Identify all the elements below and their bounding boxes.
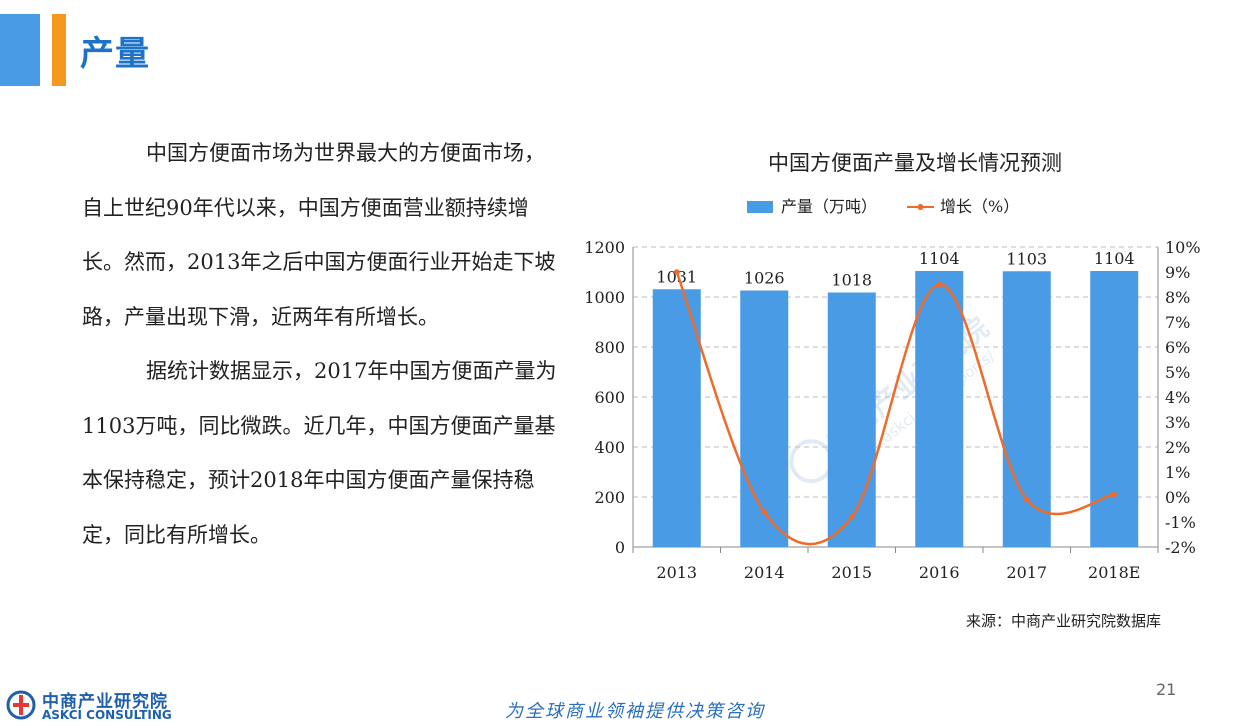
x-axis-tick-label: 2018E: [1088, 563, 1140, 582]
right-axis-tick-label: 10%: [1165, 238, 1201, 257]
right-axis-tick-label: 3%: [1165, 413, 1190, 432]
growth-point-2018E: [1111, 491, 1118, 498]
header-accent-orange: [52, 14, 66, 86]
footer-slogan: 为全球商业领袖提供决策咨询: [505, 701, 765, 722]
chart-legend: 产量（万吨） 增长（%）: [747, 197, 1019, 216]
right-axis-tick-label: 7%: [1165, 313, 1190, 332]
bar-label-2013: 1031: [656, 267, 697, 286]
left-axis-tick-label: 1000: [584, 288, 625, 307]
legend-line-label: 增长（%）: [940, 197, 1019, 216]
right-axis-tick-label: 5%: [1165, 363, 1190, 382]
watermark-logo-icon: [789, 439, 834, 484]
right-axis-tick-label: 0%: [1165, 488, 1190, 507]
right-axis-tick-label: 2%: [1165, 438, 1190, 457]
chart-axes: [632, 247, 1159, 553]
right-axis-tick-label: 6%: [1165, 338, 1190, 357]
growth-point-2013: [673, 269, 680, 275]
bar-2013: [652, 289, 701, 547]
x-axis-ticks: 2013 2014 2015 2016 2017 2018E: [656, 563, 1140, 582]
body-text: 中国方便面市场为世界最大的方便面市场，自上世纪90年代以来，中国方便面营业额持续…: [82, 126, 558, 562]
left-axis-tick-label: 400: [594, 438, 625, 457]
line-series: [673, 269, 1118, 546]
right-axis-tick-label: 9%: [1165, 263, 1190, 282]
paragraph-1: 中国方便面市场为世界最大的方便面市场，自上世纪90年代以来，中国方便面营业额持续…: [82, 141, 556, 329]
chart-title: 中国方便面产量及增长情况预测: [768, 151, 1062, 175]
legend-line-marker: [917, 204, 924, 210]
askci-logo-mark: [6, 690, 36, 720]
bar-2016: [915, 271, 964, 547]
right-axis-tick-label: 4%: [1165, 388, 1190, 407]
bar-series: [652, 271, 1139, 547]
x-axis-tick-label: 2013: [656, 563, 697, 582]
left-axis-tick-label: 800: [594, 338, 625, 357]
bar-2017: [1002, 271, 1051, 547]
right-axis-tick-label: 1%: [1165, 463, 1190, 482]
bar-2018E: [1090, 271, 1139, 547]
chart-grid: [633, 246, 1158, 498]
x-axis-tick-label: 2014: [744, 563, 785, 582]
logo-text-en: ASKCI CONSULTING: [42, 708, 172, 722]
bar-label-2016: 1104: [919, 249, 960, 268]
production-growth-chart: 中商产业研究院www.askci.com/reports/ 中国方便面产量及增长…: [584, 151, 1201, 582]
askci-logo: 中商产业研究院 ASKCI CONSULTING: [6, 687, 196, 725]
growth-point-2017: [1023, 496, 1030, 503]
growth-point-2014: [761, 509, 768, 515]
left-axis-tick-label: 600: [594, 388, 625, 407]
x-axis-tick-label: 2016: [919, 563, 960, 582]
bar-label-2014: 1026: [744, 269, 785, 288]
watermark-group: 中商产业研究院www.askci.com/reports/: [789, 311, 999, 484]
logo-text-cn: 中商产业研究院: [42, 692, 168, 712]
page-number: 21: [1156, 680, 1177, 699]
bar-label-2018E: 1104: [1094, 249, 1135, 268]
bar-value-labels: 1031 1026 1018 1104 1103 1104: [656, 249, 1134, 290]
watermark: 中商产业研究院www.askci.com/reports/: [789, 311, 999, 484]
left-axis-tick-label: 0: [615, 538, 625, 557]
growth-point-2016: [936, 281, 943, 288]
x-axis-tick-label: 2017: [1006, 563, 1047, 582]
left-axis-ticks: 0 200 400 600 800 1000 1200: [584, 238, 625, 557]
header-accent-blue: [0, 14, 40, 86]
bar-label-2015: 1018: [831, 271, 872, 290]
left-axis-tick-label: 200: [594, 488, 625, 507]
left-axis-tick-label: 1200: [584, 238, 625, 257]
right-axis-tick-label: -2%: [1165, 538, 1196, 557]
section-title: 产量: [80, 34, 150, 74]
bar-2014: [740, 290, 789, 547]
right-axis-ticks: -2% -1% 0% 1% 2% 3% 4% 5% 6% 7% 8% 9% 10%: [1165, 238, 1201, 557]
paragraph-2: 据统计数据显示，2017年中国方便面产量为1103万吨，同比微跌。近几年，中国方…: [82, 359, 557, 547]
right-axis-tick-label: 8%: [1165, 288, 1190, 307]
bar-label-2017: 1103: [1006, 249, 1047, 268]
right-axis-tick-label: -1%: [1165, 513, 1196, 532]
legend-bar-label: 产量（万吨）: [781, 197, 877, 216]
x-axis-tick-label: 2015: [831, 563, 872, 582]
legend-bar-swatch: [747, 201, 773, 213]
source-note: 来源：中商产业研究院数据库: [966, 612, 1162, 630]
bar-2015: [827, 292, 876, 547]
growth-point-2015: [848, 514, 855, 520]
